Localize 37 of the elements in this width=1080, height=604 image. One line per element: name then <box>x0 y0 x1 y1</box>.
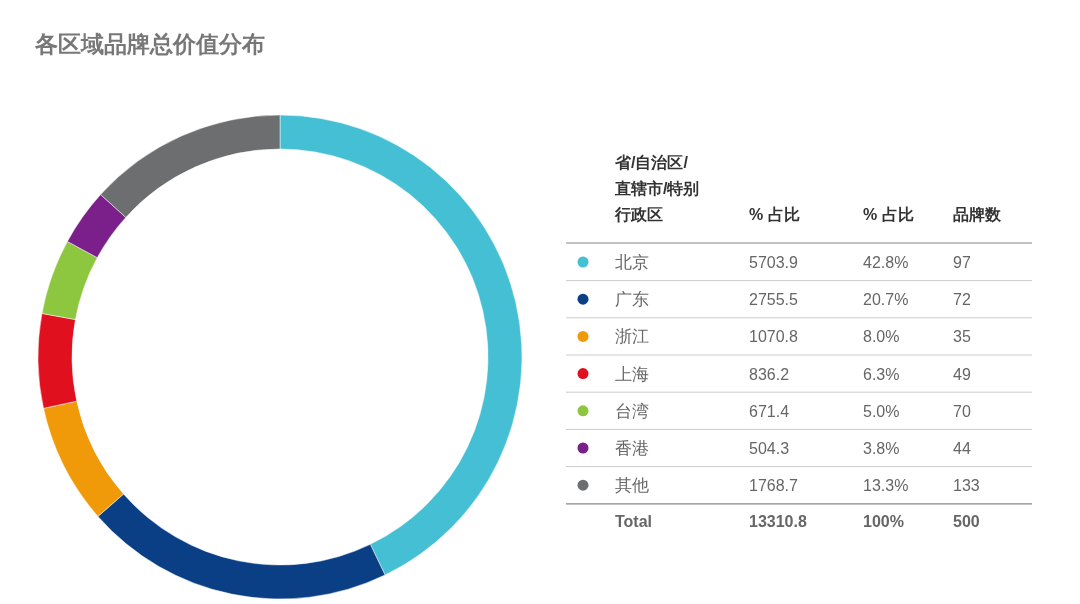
legend-label: 台湾 <box>615 401 649 421</box>
legend-label: 香港 <box>615 439 649 458</box>
text: % 占比 <box>863 206 914 223</box>
text: 70 <box>953 402 971 420</box>
legend-label: 浙江 <box>615 327 649 347</box>
text: 20.7% <box>863 291 909 309</box>
data-label: 504.3 <box>749 440 790 457</box>
text: 6.3% <box>863 365 900 383</box>
text: 5.0% <box>863 402 900 420</box>
text: 100% <box>863 513 904 530</box>
legend-label: 其他 <box>615 476 649 496</box>
data-label: 1768.7 <box>749 477 799 495</box>
chart-title: 各区域品牌总价值分布 <box>34 31 265 57</box>
text: 133 <box>953 477 980 495</box>
text: 97 <box>953 254 971 271</box>
text: 13310.8 <box>749 513 807 530</box>
data-label: 1070.8 <box>749 328 799 346</box>
text: 35 <box>953 328 971 346</box>
data-label: 836.2 <box>749 365 790 383</box>
text: 44 <box>953 440 971 457</box>
legend-label: 上海 <box>615 364 649 384</box>
text: 72 <box>953 291 971 309</box>
data-label: 671.4 <box>749 402 790 420</box>
text: 8.0% <box>863 328 900 346</box>
data-label: 2755.5 <box>749 291 799 309</box>
legend-title: 省/自治区/直辖市/特别行政区 <box>614 154 700 223</box>
text: 3.8% <box>863 440 900 457</box>
text: 500 <box>953 513 980 530</box>
legend-label: 北京 <box>615 253 649 272</box>
text: % 占比 <box>749 206 800 223</box>
text: 42.8% <box>863 254 909 271</box>
text: Total <box>615 513 653 530</box>
text: 49 <box>953 365 971 383</box>
text: 品牌数 <box>953 206 1002 223</box>
text: 13.3% <box>863 477 909 495</box>
data-label: 5703.9 <box>749 254 799 271</box>
legend-label: 广东 <box>615 290 649 310</box>
